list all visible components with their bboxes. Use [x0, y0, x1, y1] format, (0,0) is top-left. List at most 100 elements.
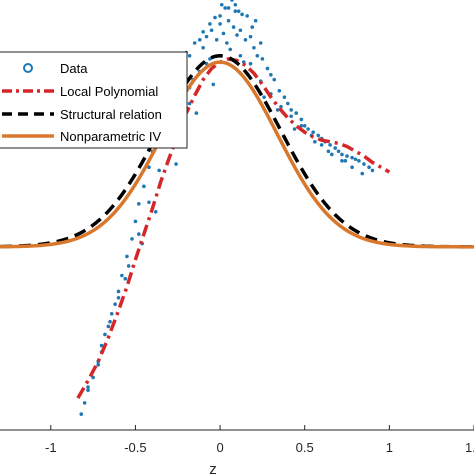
- data-point: [236, 9, 241, 13]
- data-point: [116, 296, 121, 300]
- series-line-local-polynomial: [76, 57, 391, 400]
- data-point: [302, 124, 307, 128]
- data-point: [218, 22, 222, 26]
- data-point: [99, 343, 104, 348]
- data-point: [103, 332, 107, 337]
- data-point: [357, 159, 361, 163]
- data-point: [253, 18, 258, 23]
- data-point: [174, 162, 178, 166]
- data-point: [214, 38, 219, 42]
- data-point: [340, 152, 344, 157]
- data-point: [130, 237, 134, 241]
- data-point: [86, 388, 90, 392]
- data-point: [226, 18, 231, 23]
- data-point: [265, 66, 270, 71]
- data-point: [330, 152, 334, 157]
- data-point: [126, 264, 131, 268]
- data-point: [260, 57, 265, 61]
- data-point: [187, 101, 192, 106]
- x-axis-label: z: [209, 461, 217, 474]
- data-point: [230, 0, 234, 2]
- data-point: [106, 324, 111, 329]
- x-tick-label: 1.5: [465, 440, 474, 455]
- data-point: [209, 28, 214, 33]
- data-point: [350, 165, 354, 170]
- data-point: [277, 88, 282, 93]
- data-point: [223, 6, 227, 10]
- data-point: [328, 143, 332, 147]
- data-point: [238, 28, 243, 33]
- legend-label-data: Data: [60, 61, 88, 76]
- data-point: [294, 111, 299, 115]
- data-point: [289, 114, 293, 119]
- data-point: [147, 165, 151, 170]
- data-point: [299, 124, 304, 128]
- data-point: [252, 45, 256, 50]
- data-point: [313, 139, 317, 144]
- data-point: [306, 127, 310, 131]
- data-point: [248, 61, 253, 66]
- x-tick-label: 0: [216, 440, 223, 455]
- data-layer: [0, 0, 474, 416]
- data-point: [345, 154, 349, 158]
- data-point: [235, 33, 239, 37]
- data-point: [211, 82, 216, 87]
- data-point: [285, 101, 290, 106]
- data-point: [82, 401, 87, 405]
- data-point: [86, 385, 90, 389]
- data-point: [137, 202, 141, 206]
- data-point: [208, 22, 212, 26]
- data-point: [208, 57, 212, 61]
- data-point: [79, 412, 84, 416]
- data-point: [258, 41, 263, 45]
- data-point: [343, 159, 348, 163]
- data-point: [194, 111, 199, 115]
- x-tick-label: -0.5: [124, 440, 146, 455]
- data-point: [197, 38, 202, 42]
- data-point: [250, 25, 255, 29]
- data-point: [240, 12, 244, 17]
- data-point: [255, 53, 260, 58]
- data-point: [201, 45, 205, 50]
- data-point: [275, 108, 280, 112]
- data-point: [282, 95, 287, 99]
- data-point: [360, 171, 365, 176]
- data-point: [228, 47, 233, 52]
- data-point: [243, 38, 248, 42]
- data-point: [292, 127, 297, 131]
- legend-marker-data: [23, 63, 33, 73]
- legend-label-structural-relation: Structural relation: [60, 107, 162, 122]
- data-point: [367, 165, 371, 170]
- data-point: [218, 14, 222, 18]
- data-point: [279, 104, 283, 109]
- data-point: [113, 302, 117, 306]
- data-point: [109, 311, 114, 316]
- data-point: [336, 149, 341, 154]
- data-point: [319, 143, 324, 147]
- data-point: [299, 117, 304, 122]
- data-point: [187, 53, 192, 58]
- data-point: [153, 210, 158, 214]
- data-point: [226, 6, 231, 10]
- data-point: [120, 273, 124, 278]
- legend-label-local-polynomial: Local Polynomial: [60, 84, 158, 99]
- data-point: [262, 95, 266, 99]
- data-point: [108, 319, 112, 324]
- data-point: [116, 289, 121, 294]
- data-point: [269, 73, 273, 77]
- data-point: [311, 130, 315, 134]
- data-point: [201, 30, 205, 34]
- data-point: [137, 232, 141, 236]
- data-point: [123, 276, 128, 281]
- data-point: [333, 146, 337, 150]
- data-point: [289, 108, 293, 112]
- data-point: [204, 34, 209, 39]
- data-point: [157, 168, 161, 173]
- legend: Data Local Polynomial Structural relatio…: [0, 51, 188, 149]
- data-point: [326, 149, 331, 154]
- data-point: [370, 168, 375, 173]
- data-point: [248, 34, 253, 39]
- data-point: [142, 184, 146, 189]
- data-point: [245, 14, 249, 18]
- x-ticks: -1 -0.5 0 0.5 1 1.5: [45, 425, 474, 455]
